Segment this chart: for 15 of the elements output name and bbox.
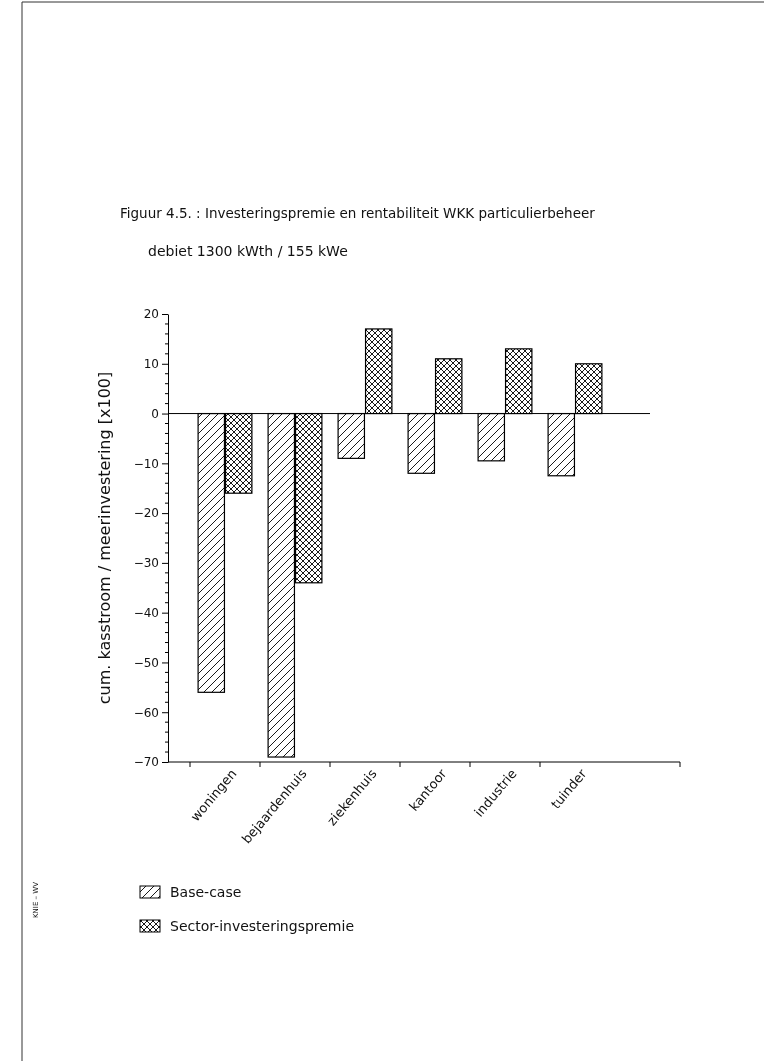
y-tick-label: −60 bbox=[133, 705, 159, 720]
y-tick-label: 20 bbox=[143, 307, 159, 322]
y-tick-label: −30 bbox=[133, 556, 159, 571]
y-tick-label: −50 bbox=[133, 655, 159, 670]
y-tick-label: −10 bbox=[133, 456, 159, 471]
y-tick-label: −70 bbox=[133, 755, 159, 770]
chart-title: Figuur 4.5. : Investeringspremie en rentabiliteit WKK particulierbeheer bbox=[120, 205, 596, 221]
legend-label: Sector-investeringspremie bbox=[170, 918, 355, 934]
y-tick-label: 10 bbox=[143, 357, 159, 372]
y-tick-label: 0 bbox=[151, 406, 159, 421]
legend-label: Base-case bbox=[170, 884, 242, 900]
y-tick-label: −20 bbox=[133, 506, 159, 521]
y-axis-title: cum. kasstroom / meerinvestering [x100] bbox=[95, 371, 114, 705]
chart-subtitle: debiet 1300 kWth / 155 kWe bbox=[148, 243, 348, 259]
y-tick-label: −40 bbox=[133, 606, 159, 621]
